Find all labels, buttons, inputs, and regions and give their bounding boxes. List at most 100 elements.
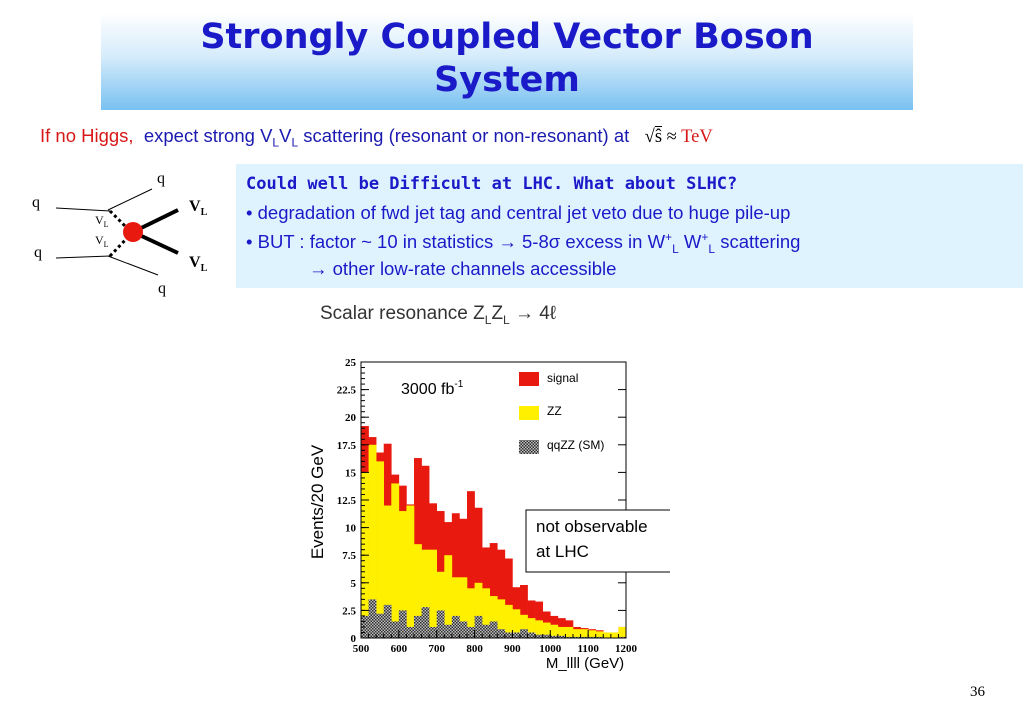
- bar-qqzz-26: [557, 635, 566, 638]
- sqrt-s-formula: √ŝ ≈ TeV: [644, 127, 713, 147]
- title-banner: Strongly Coupled Vector Boson System: [101, 12, 913, 110]
- bar-signal-15: [474, 507, 483, 638]
- legend-label-qqzz: qqZZ (SM): [547, 438, 604, 452]
- bar-qqzz-9: [429, 626, 438, 638]
- bar-signal-17: [489, 543, 498, 638]
- axis-ticks: 0 2.5 5 7.5 10 12.5 15 17.5 20 22.5 25 500 600 700 800…: [337, 357, 638, 655]
- bar-signal-14: [467, 491, 475, 638]
- bar-zz-29: [580, 629, 589, 638]
- bar-qqzz-22: [527, 632, 536, 638]
- bar-zz-34: [618, 626, 627, 638]
- y-tick-label-8: 20: [345, 412, 357, 424]
- bar-qqzz-24: [542, 634, 551, 638]
- bar-qqzz-8: [421, 607, 430, 638]
- bar-zz-28: [573, 629, 581, 638]
- bar-zz-31: [595, 631, 604, 638]
- y-tick-label-1: 2.5: [342, 605, 356, 617]
- y-tick-label-10: 25: [345, 357, 357, 369]
- interaction-vertex: [123, 222, 143, 242]
- bar-qqzz-30: [588, 636, 597, 638]
- bar-zz-16: [482, 588, 491, 638]
- bar-zz-1: [368, 444, 377, 638]
- y-tick-label-2: 5: [351, 578, 357, 590]
- y-tick-label-4: 10: [345, 523, 357, 535]
- bar-qqzz-34: [618, 636, 627, 638]
- bar-zz-8: [421, 549, 430, 638]
- mass-histogram: 0 2.5 5 7.5 10 12.5 15 17.5 20 22.5 25 500 600 700 800…: [308, 357, 670, 672]
- y-tick-label-6: 15: [345, 467, 357, 479]
- y-tick-label-5: 12.5: [337, 495, 357, 507]
- bar-zz-22: [527, 618, 536, 638]
- bar-qqzz-11: [444, 624, 453, 638]
- legend-swatch-signal: [519, 372, 539, 386]
- bar-zz-33: [610, 632, 619, 638]
- bar-qqzz-20: [512, 632, 521, 638]
- notes-heading: Could well be Difficult at LHC. What abo…: [246, 174, 738, 194]
- y-tick-label-7: 17.5: [337, 440, 357, 452]
- plot-heading: Scalar resonance ZLZL → 4ℓ: [320, 303, 557, 327]
- slide-title-line2: System: [434, 60, 580, 100]
- vv-scattering-diagram: q q q q VL VL VL VL: [32, 170, 208, 297]
- bar-zz-30: [588, 630, 597, 638]
- bar-signal-19: [504, 558, 513, 638]
- bar-signal-18: [497, 549, 506, 638]
- bar-zz-24: [542, 622, 551, 638]
- slide-title: Strongly Coupled Vector Boson System: [101, 16, 913, 102]
- bar-qqzz-29: [580, 636, 589, 638]
- bar-signal-12: [451, 513, 460, 638]
- bar-zz-12: [451, 577, 460, 638]
- bar-qqzz-4: [391, 621, 400, 638]
- subtitle-expect: expect strong VLVL scattering (resonant …: [143, 125, 630, 150]
- page-number: 36: [970, 684, 985, 700]
- bar-qqzz-3: [383, 604, 392, 638]
- bar-zz-9: [429, 549, 438, 638]
- x-tick-label-6: 1100: [577, 643, 599, 655]
- bar-zz-14: [467, 588, 475, 638]
- bar-qqzz-25: [550, 635, 559, 638]
- bar-zz-27: [565, 626, 574, 638]
- quark-label-top-in: q: [32, 194, 40, 211]
- vl-label-bottom-exchange: VL: [95, 233, 109, 249]
- bar-zz-13: [459, 577, 468, 638]
- bar-qqzz-5: [398, 610, 407, 638]
- slide-title-line1: Strongly Coupled Vector Boson: [200, 17, 814, 57]
- bar-qqzz-17: [489, 621, 498, 638]
- bar-zz-3: [383, 505, 392, 638]
- bar-qqzz-16: [482, 624, 491, 638]
- notes-bullet-pileup: • degradation of fwd jet tag and central…: [246, 202, 791, 223]
- bar-qqzz-13: [459, 621, 468, 638]
- legend-swatch-qqzz: [519, 440, 539, 454]
- bar-qqzz-31: [595, 636, 604, 638]
- bar-qqzz-10: [436, 610, 445, 638]
- bar-zz-4: [391, 483, 400, 638]
- bar-qqzz-12: [451, 615, 460, 638]
- bar-zz-20: [512, 609, 521, 638]
- quark-label-bottom-out: q: [158, 280, 166, 297]
- bar-zz-15: [474, 582, 483, 638]
- y-tick-label-0: 0: [351, 633, 357, 645]
- bar-qqzz-23: [535, 634, 544, 638]
- bar-zz-17: [489, 596, 498, 638]
- bar-qqzz-27: [565, 636, 574, 638]
- bar-zz-23: [535, 620, 544, 638]
- bar-zz-11: [444, 555, 453, 638]
- vl-label-out-bottom: VL: [189, 254, 208, 274]
- bar-zz-32: [603, 632, 612, 638]
- bar-qqzz-2: [376, 613, 385, 638]
- not-observable-callout: not observable at LHC: [525, 509, 670, 573]
- bar-zz-7: [414, 544, 422, 638]
- quark-label-bottom-in: q: [34, 244, 42, 261]
- subtitle-no-higgs: If no Higgs,: [40, 125, 134, 146]
- bar-qqzz-6: [406, 626, 415, 638]
- legend-label-signal: signal: [547, 371, 578, 385]
- y-axis-label: Events/20 GeV: [308, 444, 327, 559]
- bar-signal-23: [535, 601, 544, 638]
- bar-zz-5: [398, 511, 407, 638]
- x-tick-label-2: 700: [428, 643, 445, 655]
- x-tick-label-4: 900: [504, 643, 521, 655]
- x-tick-label-1: 600: [391, 643, 408, 655]
- vl-label-top-exchange: VL: [95, 213, 109, 229]
- callout-line2: at LHC: [536, 542, 589, 561]
- bar-zz-10: [436, 571, 445, 638]
- bar-qqzz-14: [467, 626, 475, 638]
